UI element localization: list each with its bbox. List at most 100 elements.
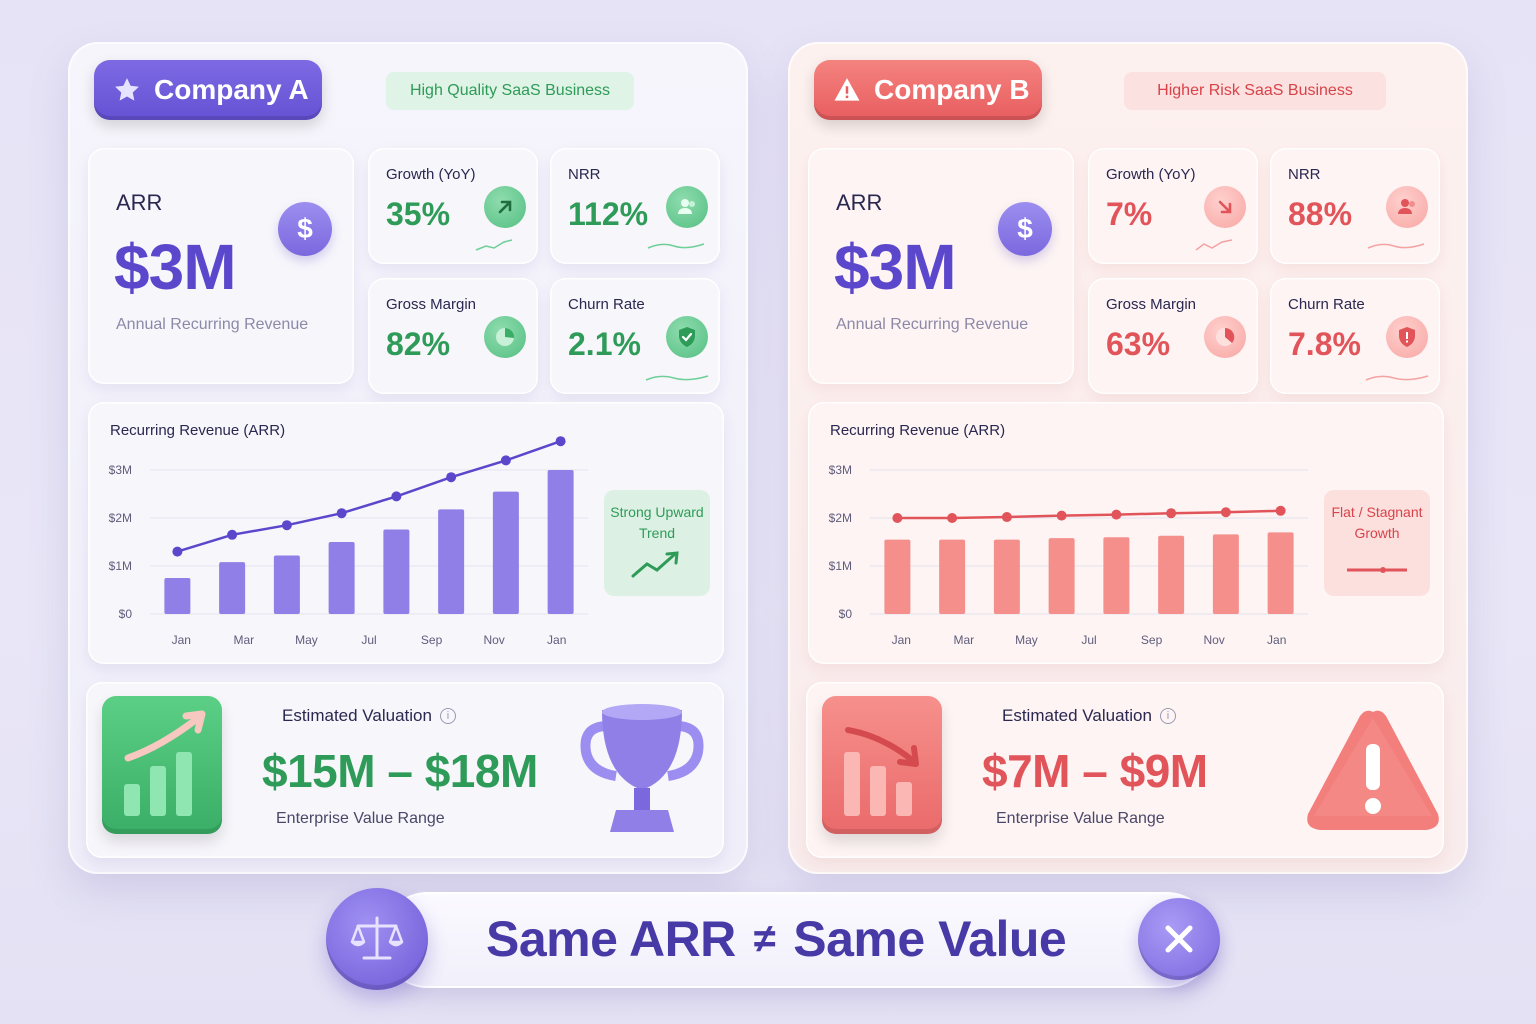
line-point [892, 513, 903, 523]
metric-value: 82% [386, 326, 451, 362]
arrow-up-right-icon [484, 186, 526, 228]
risk-tag: Higher Risk SaaS Business [1124, 72, 1386, 110]
bar [939, 539, 966, 614]
y-tick-label: $2M [829, 511, 852, 525]
arr-chart-card: Recurring Revenue (ARR) $0 $1M $2M $3M Jan Ma… [808, 402, 1444, 664]
x-tick-label: May [1015, 633, 1038, 647]
metric-label: Churn Rate [1288, 296, 1365, 313]
metric-label: Growth (YoY) [1106, 166, 1196, 183]
arr-chart: $0 $1M $2M $3M Jan Mar May Jul Sep Nov Jan [109, 436, 588, 647]
shield-alert-icon [1386, 316, 1428, 358]
x-tick-label: Mar [954, 633, 975, 647]
x-tick-label: May [295, 633, 318, 647]
metric-value: 88% [1288, 196, 1353, 232]
valuation-title: Estimated Valuation i [1002, 706, 1176, 726]
company-b-badge[interactable]: Company B [814, 60, 1042, 120]
arr-title: ARR [836, 190, 883, 215]
y-tick-label: $0 [839, 607, 853, 621]
company-name: Company B [874, 74, 1030, 105]
line-point [500, 455, 511, 466]
y-tick-label: $3M [829, 463, 852, 477]
line-point [947, 513, 958, 523]
metric-value: 7% [1106, 196, 1153, 232]
comparison-text: Same ARR ≠ Same Value [486, 910, 1067, 968]
line-point [336, 508, 347, 519]
trend-label: Flat / Stagnant Growth [1331, 504, 1423, 541]
sparkline-icon [475, 239, 513, 251]
trend-badge: Flat / Stagnant Growth [1324, 490, 1430, 596]
line-point [446, 472, 457, 483]
line-point [1111, 509, 1122, 520]
y-tick-label: $3M [109, 463, 132, 477]
pie-chart-icon [484, 316, 526, 358]
metric-growth: Growth (YoY) 35% [368, 148, 538, 264]
metric-label: NRR [568, 166, 601, 183]
star-icon [115, 78, 139, 101]
chart-title: Recurring Revenue (ARR) [830, 422, 1006, 439]
x-tick-label: Jan [892, 633, 911, 647]
bar [1103, 537, 1130, 614]
info-icon[interactable]: i [439, 708, 456, 724]
bar [1267, 532, 1294, 614]
x-tick-label: Nov [1203, 633, 1224, 647]
metric-churn: Churn Rate 2.1% [550, 278, 720, 394]
bar [492, 491, 519, 614]
bar [884, 539, 911, 614]
bar [273, 555, 300, 614]
line-point [227, 529, 238, 540]
x-tick-label: Jan [1267, 633, 1286, 647]
bar [1048, 538, 1075, 614]
valuation-card: Estimated Valuation i $15M – $18M Enterpr… [86, 682, 724, 858]
info-icon[interactable]: i [1159, 708, 1176, 724]
bar [993, 539, 1020, 614]
company-a-badge[interactable]: Company A [94, 60, 322, 120]
bar [1212, 534, 1239, 614]
pie-chart-icon [1204, 316, 1246, 358]
sparkline-icon [1367, 243, 1425, 249]
metric-label: Gross Margin [386, 296, 477, 313]
x-tick-label: Jan [172, 633, 191, 647]
line-point [1056, 510, 1067, 521]
metric-value: 35% [386, 196, 451, 232]
trend-line [177, 440, 562, 553]
trend-up-icon [631, 551, 679, 578]
x-tick-label: Sep [421, 633, 443, 647]
bar [438, 509, 465, 614]
trend-line [897, 509, 1281, 520]
arr-chart-card: Recurring Revenue (ARR) $0 $1M $2M $3M Jan Ma… [88, 402, 724, 664]
sparkline-icon [1365, 375, 1429, 381]
close-icon[interactable] [1138, 898, 1220, 980]
x-tick-label: Jul [361, 633, 376, 647]
metric-churn: Churn Rate 7.8% [1270, 278, 1440, 394]
y-tick-label: $1M [829, 559, 852, 573]
dollar-icon: $ [278, 202, 332, 256]
x-tick-label: Nov [483, 633, 504, 647]
metric-label: NRR [1288, 166, 1321, 183]
valuation-title: Estimated Valuation i [282, 706, 456, 726]
company-a-panel: Company A High Quality SaaS Business ARR… [68, 42, 748, 874]
arr-card: ARR $3M Annual Recurring Revenue $ [88, 148, 354, 384]
metric-value: 7.8% [1288, 326, 1361, 362]
x-tick-label: Sep [1141, 633, 1163, 647]
dollar-icon: $ [998, 202, 1052, 256]
trend-badge: Strong Upward Trend [604, 490, 710, 596]
valuation-card: Estimated Valuation i $7M – $9M Enterpris… [806, 682, 1444, 858]
metric-gross-margin: Gross Margin 82% [368, 278, 538, 394]
scale-icon[interactable] [326, 888, 428, 990]
y-tick-label: $0 [119, 607, 133, 621]
bar [383, 529, 410, 614]
bar [328, 542, 355, 614]
valuation-title-text: Estimated Valuation [282, 706, 432, 725]
warning-icon [834, 78, 860, 101]
growth-chart-icon [102, 696, 222, 834]
line-point [391, 491, 402, 502]
users-icon [1386, 186, 1428, 228]
arr-card: ARR $3M Annual Recurring Revenue $ [808, 148, 1074, 384]
metric-gross-margin: Gross Margin 63% [1088, 278, 1258, 394]
warning-triangle-icon [1307, 710, 1439, 830]
valuation-value: $15M – $18M [262, 745, 538, 797]
shield-check-icon [666, 316, 708, 358]
valuation-subtitle: Enterprise Value Range [996, 810, 1165, 827]
y-tick-label: $1M [109, 559, 132, 573]
metric-value: 112% [568, 196, 649, 232]
